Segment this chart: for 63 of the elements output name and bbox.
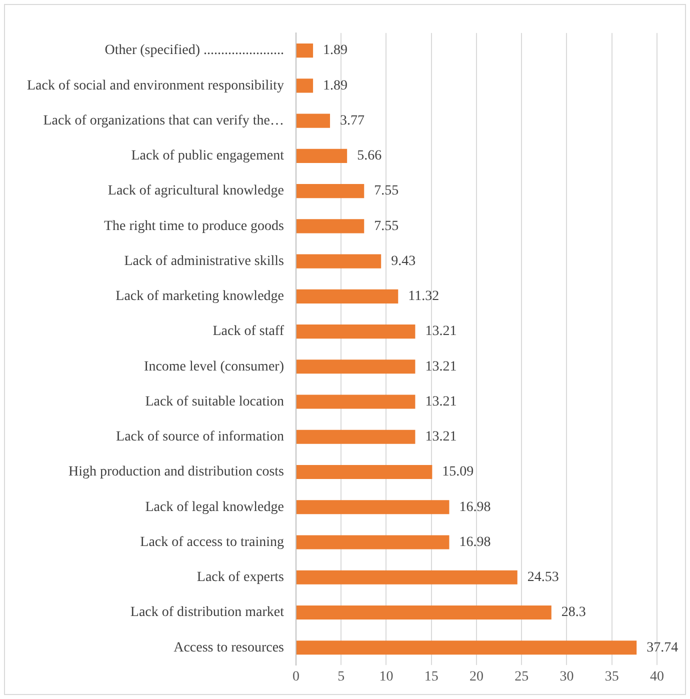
data-label: 13.21 [425,324,457,340]
x-tick-label: 40 [650,669,664,684]
data-label: 28.3 [561,605,586,620]
data-label: 1.89 [323,43,348,58]
data-label: 13.21 [425,394,457,410]
data-label: 3.77 [340,113,365,128]
data-label: 37.74 [646,640,678,656]
bar [296,78,314,93]
bar [296,324,416,339]
bar [296,394,416,409]
data-label: 11.32 [408,289,440,304]
x-tick-label: 20 [469,669,484,684]
data-label: 13.21 [425,430,457,445]
y-tick-label: Other (specified) ....................... [104,43,284,58]
data-label: 13.21 [425,359,457,374]
y-tick-label: Lack of public engagement [131,148,284,164]
bar [296,254,382,268]
y-tick-label: Lack of agricultural knowledge [108,184,284,199]
bar [296,184,364,198]
bar [296,44,314,58]
data-label: 9.43 [391,254,416,269]
y-tick-label: Lack of staff [212,324,284,340]
bar [296,114,330,128]
y-tick-label: Lack of distribution market [130,605,284,620]
data-label: 5.66 [357,148,382,164]
data-label: 7.55 [374,218,399,234]
bar [296,430,416,444]
y-tick-label: Lack of experts [196,570,284,586]
x-tick-label: 15 [424,669,438,684]
y-tick-label: Access to resources [174,640,284,656]
x-tick-label: 5 [338,669,345,684]
y-tick-label: Lack of administrative skills [124,254,284,269]
bar [296,605,552,620]
bar [296,148,348,163]
bar [296,289,398,304]
data-label: 16.98 [459,534,491,550]
x-tick-label: 35 [604,669,619,684]
bar [296,465,432,480]
y-tick-label: Lack of marketing knowledge [116,289,284,304]
data-label: 15.09 [442,464,474,480]
bar [296,360,416,374]
data-label: 24.53 [527,570,559,586]
y-tick-label: Lack of social and environment responsibility [26,78,284,94]
y-tick-label: The right time to produce goods [104,218,284,234]
y-tick-label: Lack of organizations that can verify the… [43,113,284,128]
data-label: 7.55 [374,184,399,199]
y-tick-label: Lack of source of information [116,430,284,445]
bar [296,500,450,514]
bar [296,535,450,550]
y-tick-label: Lack of legal knowledge [145,500,284,515]
bar [296,570,518,584]
y-tick-label: Income level (consumer) [144,359,284,374]
y-tick-label: Lack of suitable location [145,394,284,410]
bar [296,640,637,655]
bar [296,219,364,234]
x-tick-label: 30 [560,669,574,684]
y-tick-label: High production and distribution costs [68,464,284,480]
x-tick-label: 10 [379,669,394,684]
x-tick-label: 0 [292,669,300,684]
data-label: 1.89 [323,78,348,94]
x-tick-label: 25 [514,669,529,684]
y-tick-label: Lack of access to training [140,534,284,550]
data-label: 16.98 [459,500,491,515]
